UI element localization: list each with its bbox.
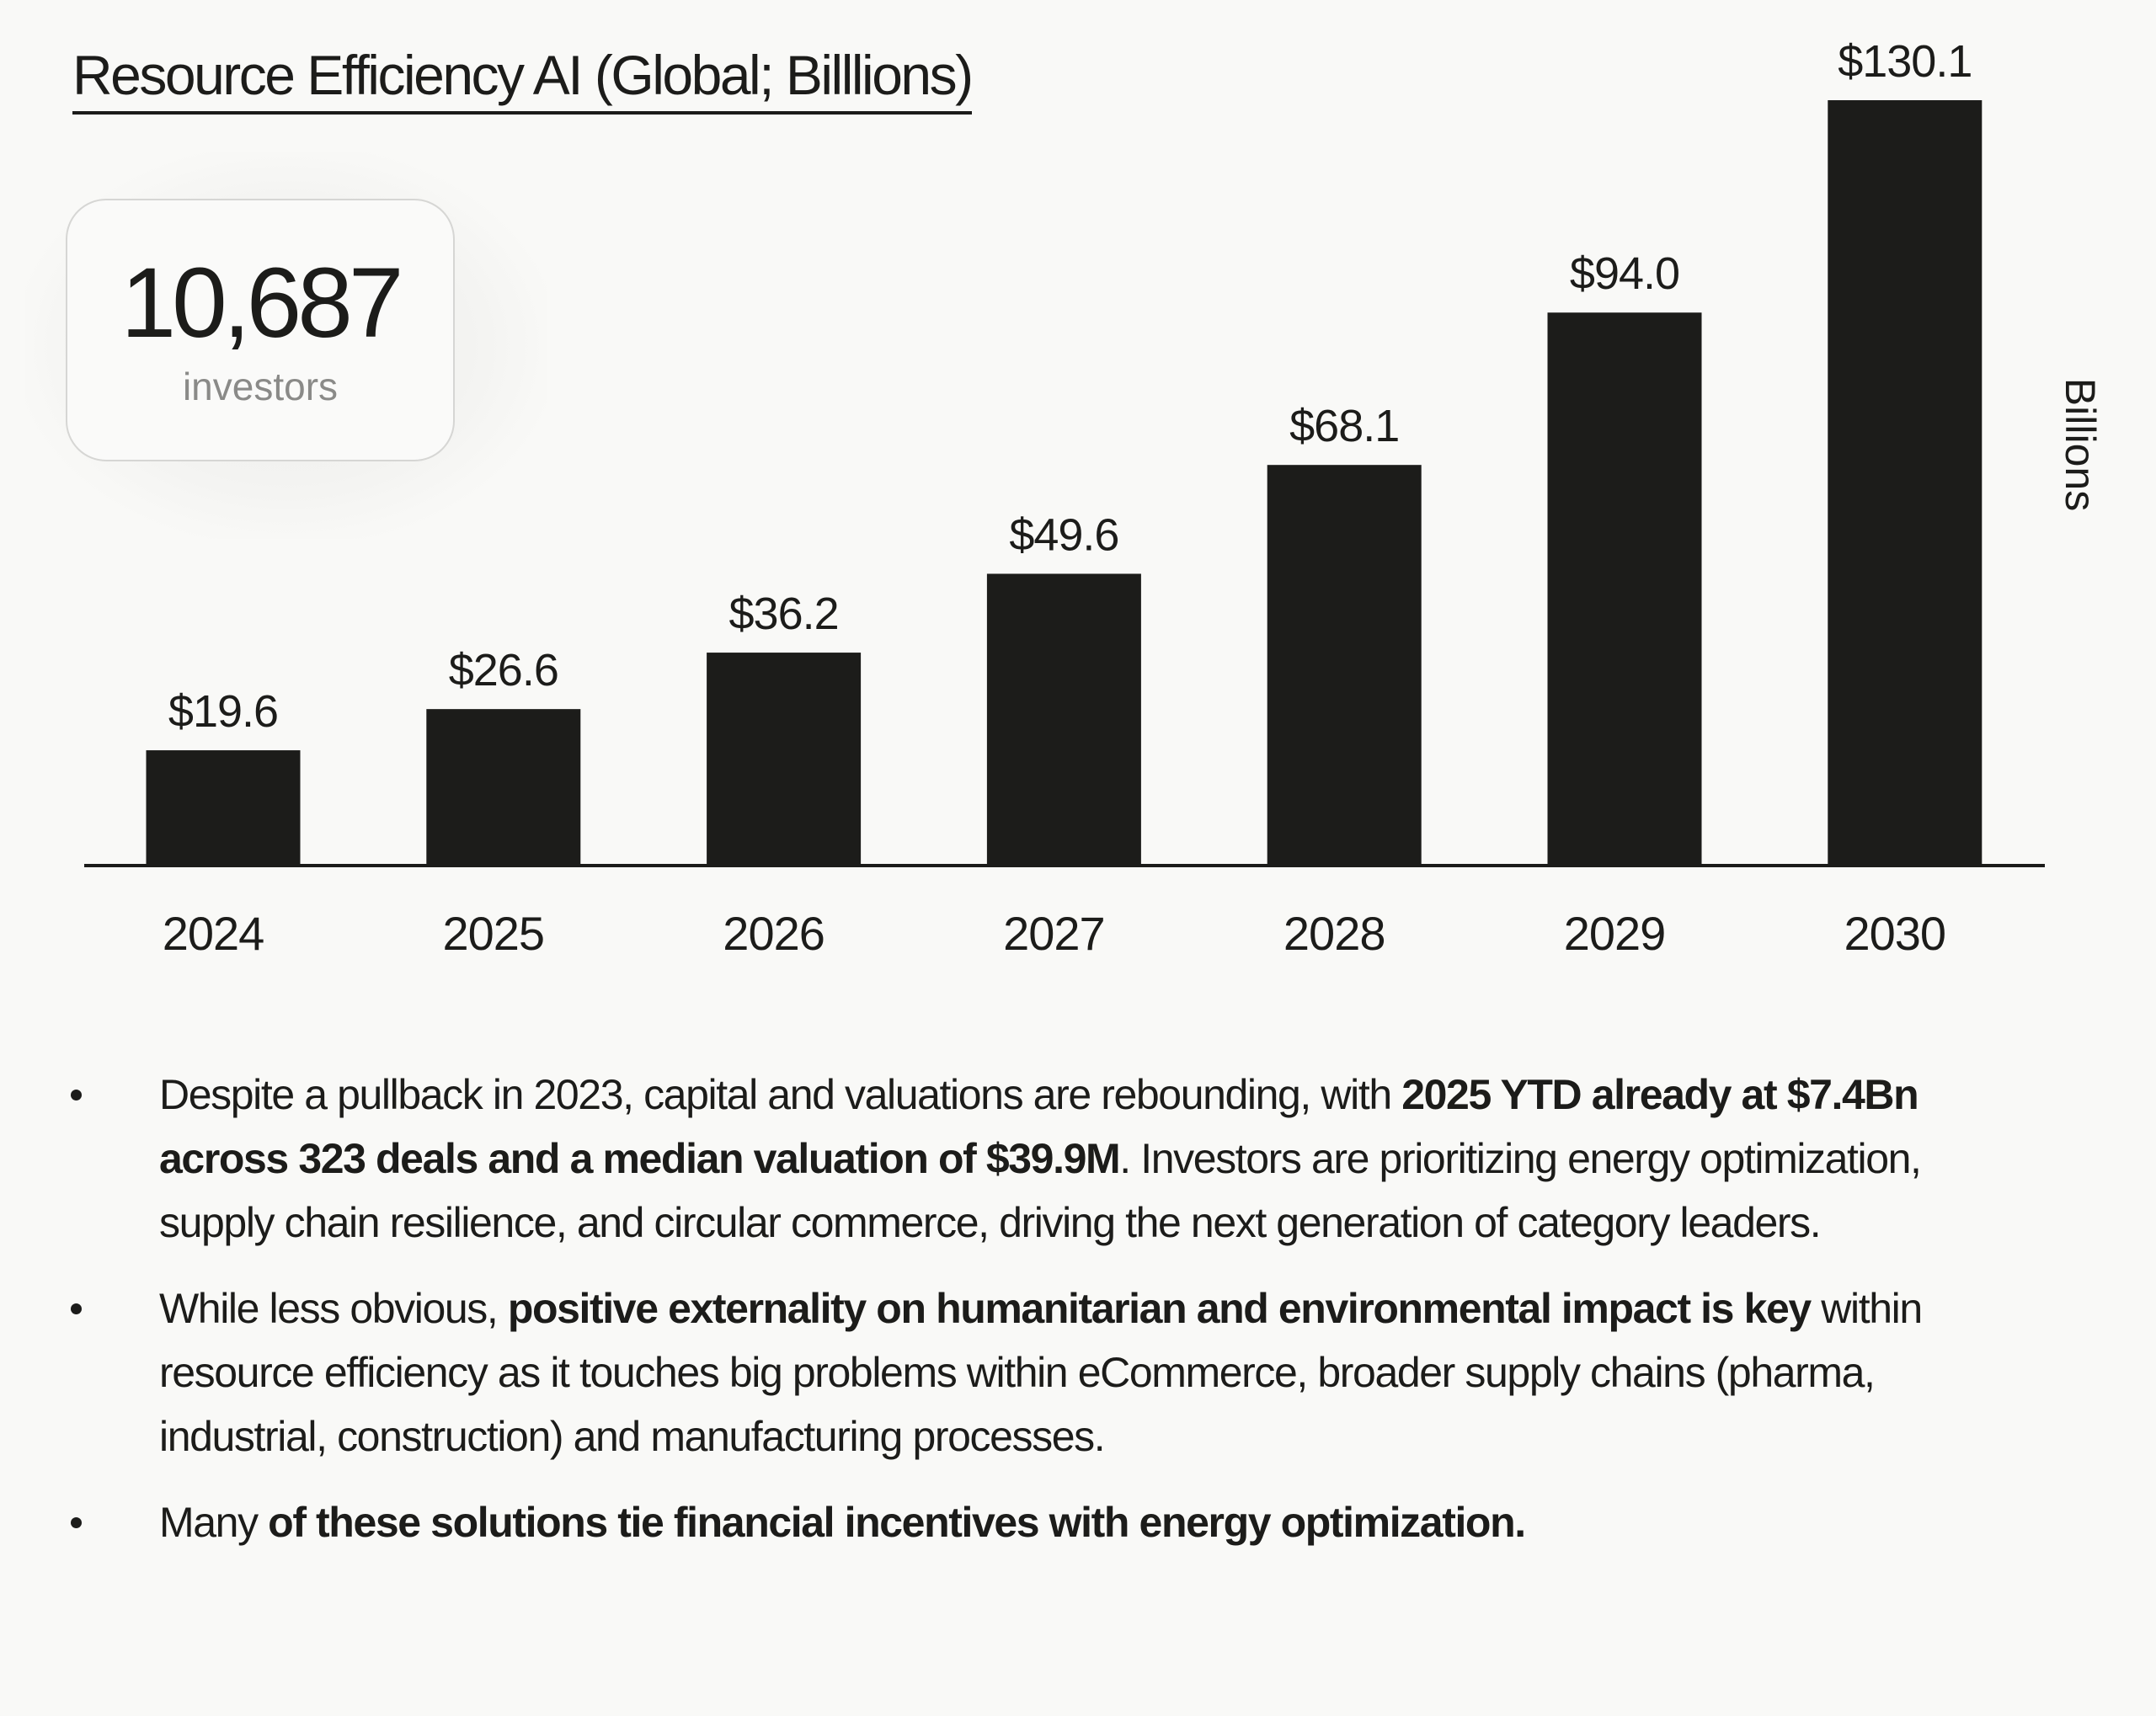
data-label-2030: $130.1 xyxy=(1838,36,1972,87)
x-tick-label-2027: 2027 xyxy=(1003,907,1105,960)
x-tick-label-2026: 2026 xyxy=(723,907,825,960)
bullet-list: Despite a pullback in 2023, capital and … xyxy=(0,1063,2156,1576)
data-label-2028: $68.1 xyxy=(1289,401,1399,451)
bullet-text: Many xyxy=(159,1499,269,1546)
investor-count-value: 10,687 xyxy=(120,248,404,359)
bar-2028 xyxy=(1267,465,1422,866)
data-label-2025: $26.6 xyxy=(449,645,558,695)
bullet-text: Despite a pullback in 2023, capital and … xyxy=(159,1071,1402,1118)
bullet-text: While less obvious, xyxy=(159,1285,508,1332)
bullet-text-bold: 2025 YTD already at $7.4Bn across 323 de… xyxy=(159,1071,1919,1182)
x-tick-label-2025: 2025 xyxy=(443,907,545,960)
bullet-text: . Investors are prioritizing energy opti… xyxy=(159,1135,1922,1246)
bullet-item: Despite a pullback in 2023, capital and … xyxy=(0,1063,2046,1255)
investor-count-label: investors xyxy=(182,365,339,408)
data-label-2026: $36.2 xyxy=(729,589,839,639)
x-tick-label-2029: 2029 xyxy=(1564,907,1666,960)
y-axis-unit-label: Billions xyxy=(2057,377,2104,512)
x-tick-label-2030: 2030 xyxy=(1844,907,1946,960)
bullet-text-bold: positive externality on humanitarian and… xyxy=(507,1285,1812,1332)
bullet-item: Many of these solutions tie financial in… xyxy=(0,1490,2046,1554)
bullet-item: While less obvious, positive externality… xyxy=(0,1276,2046,1468)
x-tick-label-2028: 2028 xyxy=(1283,907,1385,960)
data-label-2024: $19.6 xyxy=(168,686,278,737)
bar-2026 xyxy=(707,653,862,866)
data-label-2027: $49.6 xyxy=(1009,509,1118,560)
bar-2025 xyxy=(426,709,581,866)
bar-2024 xyxy=(146,750,301,866)
bullet-text: within resource efficiency as it touches… xyxy=(159,1285,1923,1460)
bar-chart: $19.6 2024 $26.6 2025 $36.2 2026 $49.6 2027 $68.… xyxy=(84,36,2045,960)
bar-2027 xyxy=(986,573,1141,866)
bar-2030 xyxy=(1828,100,1983,866)
bullet-dot-icon xyxy=(71,1090,82,1100)
bullet-dot-icon xyxy=(71,1303,82,1314)
bullet-dot-icon xyxy=(71,1517,82,1528)
bar-2029 xyxy=(1547,312,1702,866)
bullet-text-bold: of these solutions tie financial incenti… xyxy=(268,1499,1526,1546)
x-tick-label-2024: 2024 xyxy=(163,907,264,960)
chart-title: Resource Efficiency AI (Global; Billlion… xyxy=(72,42,974,115)
data-label-2029: $94.0 xyxy=(1570,248,1679,299)
investor-count-card: 10,687 investors xyxy=(66,199,455,461)
